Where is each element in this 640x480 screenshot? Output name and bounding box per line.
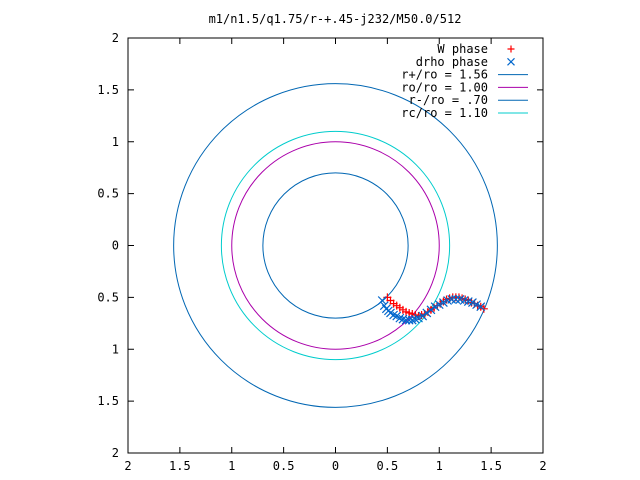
series-circle: [220, 130, 451, 361]
data-point: [418, 311, 428, 321]
y-tick-label: 0.5: [97, 290, 119, 304]
legend-marker: [507, 45, 515, 53]
data-point: [472, 300, 482, 310]
series-circle: [173, 83, 498, 408]
y-tick-label: 1: [112, 342, 119, 356]
data-point: [438, 298, 448, 307]
x-tick-label: 2: [124, 459, 131, 473]
series-circle: [262, 172, 409, 319]
plot-marks: [173, 83, 498, 408]
data-point: [430, 302, 440, 312]
x-tick-label: 0.5: [377, 459, 399, 473]
y-tick-label: 0.5: [97, 187, 119, 201]
data-point: [395, 313, 405, 323]
y-tick-label: 1: [112, 135, 119, 149]
axis-ticks: 2 1.5 1 0.5 0 0.5 1 1.5 221.510.500.511.52: [97, 31, 546, 473]
y-tick-label: 1.5: [97, 83, 119, 97]
data-point: [468, 298, 477, 307]
chart-title: m1/n1.5/q1.75/r-+.45-j232/M50.0/512: [209, 12, 462, 26]
series-circle: [231, 141, 440, 350]
legend-marker: [507, 57, 515, 66]
data-point: [426, 305, 436, 315]
x-tick-label: 1.5: [480, 459, 502, 473]
y-tick-label: 1.5: [97, 394, 119, 408]
legend-label: r+/ro = 1.56: [401, 68, 488, 82]
data-point: [401, 315, 411, 325]
y-tick-label: 2: [112, 446, 119, 460]
data-point: [414, 313, 423, 323]
legend-label: ro/ro = 1.00: [401, 80, 488, 94]
x-tick-label: 2: [539, 459, 546, 473]
data-point: [451, 295, 461, 304]
data-point: [447, 295, 457, 304]
x-tick-label: 1: [228, 459, 235, 473]
legend-label: rc/ro = 1.10: [401, 106, 488, 120]
legend-label: drho phase: [416, 55, 488, 69]
data-point: [476, 302, 486, 312]
y-tick-label: 2: [112, 31, 119, 45]
x-tick-label: 1.5: [169, 459, 191, 473]
legend-label: W phase: [437, 42, 488, 56]
legend-label: r-/ro = .70: [409, 93, 488, 107]
data-point: [389, 310, 399, 320]
data-point: [377, 296, 387, 305]
data-point: [410, 314, 420, 324]
y-tick-label: 0: [112, 239, 119, 253]
data-point: [407, 315, 417, 325]
x-tick-label: 0: [332, 459, 339, 473]
x-tick-label: 0.5: [273, 459, 295, 473]
data-point: [479, 304, 488, 313]
x-tick-label: 1: [436, 459, 443, 473]
data-point: [422, 308, 432, 318]
data-point: [434, 300, 444, 310]
